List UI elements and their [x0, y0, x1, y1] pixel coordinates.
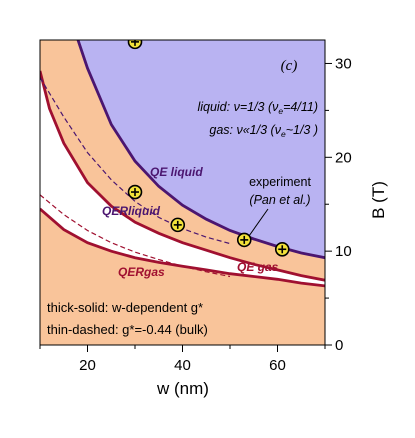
x-axis: 20 40 60 [39, 345, 326, 374]
gas-definition: gas: ν«1/3 (νe~1/3 ) [209, 123, 318, 139]
gap-region [40, 71, 325, 286]
label-pan-et-al: (Pan et al.) [249, 193, 310, 207]
label-qe-liquid: QE liquid [150, 165, 203, 179]
experiment-point [127, 40, 143, 50]
experiment-point [236, 232, 252, 248]
liquid-definition: liquid: ν=1/3 (νe=4/11) [197, 100, 318, 116]
legend-thin-dashed: thin-dashed: g*=-0.44 (bulk) [47, 322, 208, 337]
label-qe-gas: QE gas [237, 260, 279, 274]
label-qer-gas: QERgas [118, 265, 165, 279]
panel-label: (c) [281, 58, 298, 74]
x-tick-label: 40 [174, 357, 191, 374]
experiment-point [274, 241, 290, 257]
plot-area [40, 40, 325, 345]
x-axis-label: w (nm) [156, 379, 209, 398]
label-experiment: experiment [249, 175, 311, 189]
liquid-region [78, 40, 325, 258]
legend-thick-solid: thick-solid: w-dependent g* [47, 300, 203, 315]
y-tick-label: 30 [335, 55, 352, 72]
y-tick-label: 0 [335, 337, 343, 354]
series-line-4 [40, 194, 231, 278]
experiment-points [127, 40, 290, 257]
y-axis-label: B (T) [369, 181, 388, 219]
y-tick-label: 10 [335, 243, 352, 260]
y-axis: 0 10 20 30 [325, 55, 352, 354]
series-line-1 [40, 70, 325, 282]
experiment-pointer [248, 208, 269, 237]
experiment-point [170, 217, 186, 233]
experiment-point [127, 184, 143, 200]
x-tick-label: 60 [269, 357, 286, 374]
label-qer-liquid: QERliquid [102, 204, 161, 218]
y-tick-label: 20 [335, 149, 352, 166]
series-line-3 [40, 77, 231, 245]
x-tick-label: 20 [79, 357, 96, 374]
